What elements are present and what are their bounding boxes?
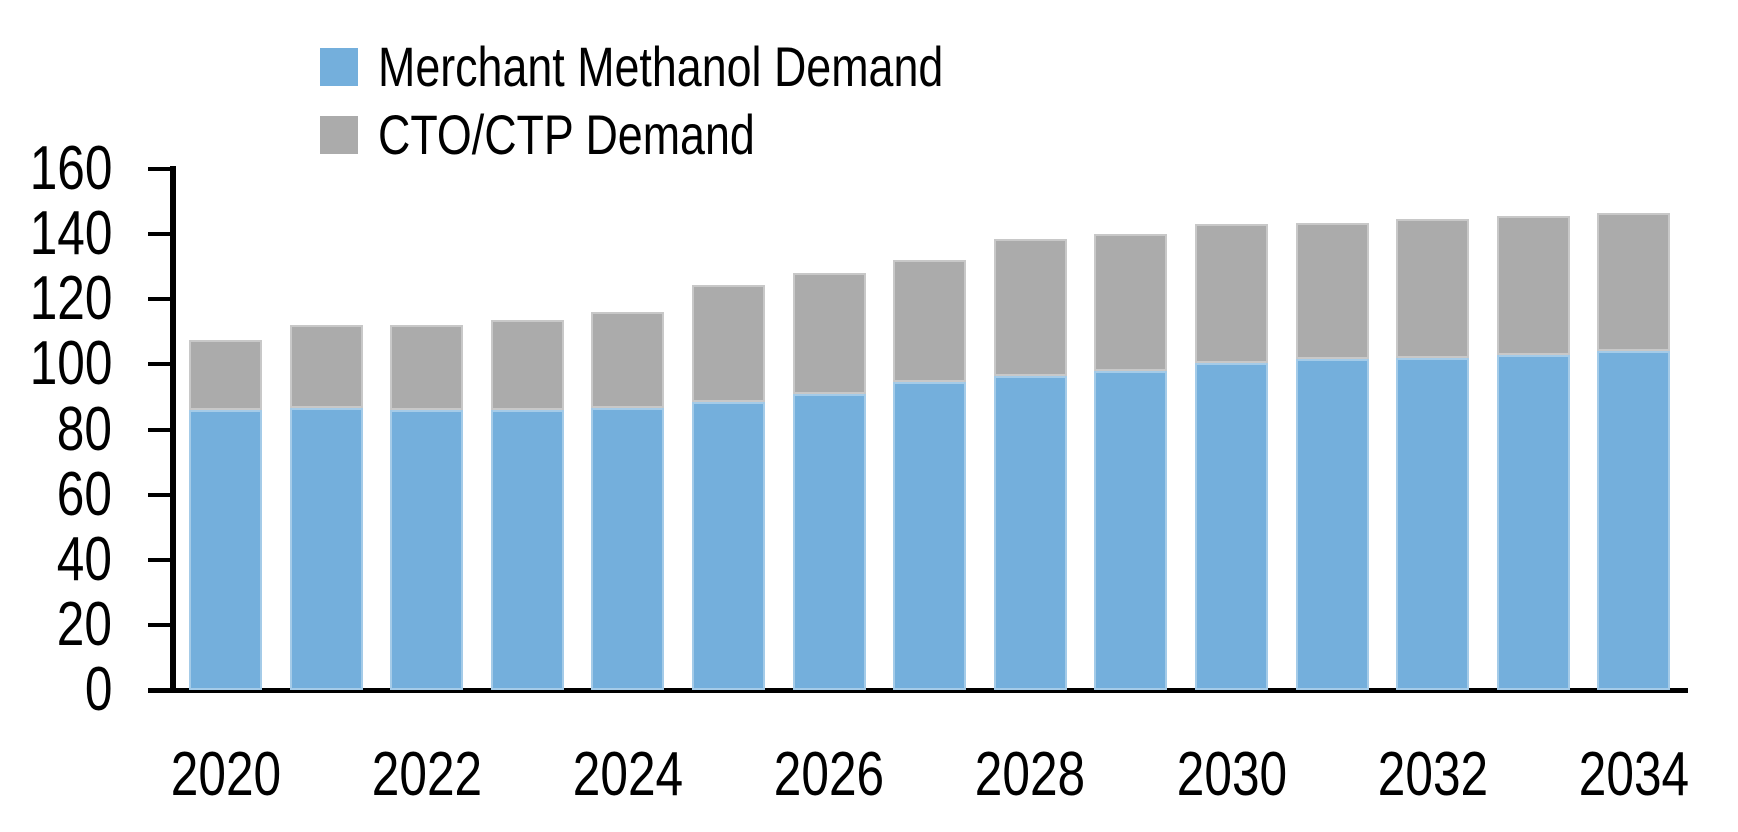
bar-2020-cto-ctp — [189, 339, 262, 410]
legend-label-merchant: Merchant Methanol Demand — [378, 35, 944, 98]
y-axis-tick-100 — [148, 362, 170, 367]
x-axis-label-2024: 2024 — [572, 740, 684, 809]
y-axis-tick-140 — [148, 232, 170, 237]
legend-item-cto-ctp: CTO/CTP Demand — [320, 102, 1085, 168]
bar-2034-merchant-methanol — [1597, 351, 1671, 690]
bar-2024-merchant-methanol — [591, 408, 665, 690]
y-axis-label-160: 160 — [29, 134, 112, 203]
bar-2025-merchant-methanol — [692, 401, 765, 690]
y-axis-tick-60 — [148, 492, 170, 497]
y-axis-tick-20 — [148, 622, 170, 627]
x-axis-label-2022: 2022 — [371, 740, 482, 809]
bar-2032-cto-ctp — [1396, 219, 1470, 358]
legend-label-cto: CTO/CTP Demand — [378, 103, 755, 166]
bar-2021-cto-ctp — [289, 325, 363, 409]
x-axis-line — [148, 688, 1688, 693]
legend-swatch-merchant-icon — [320, 48, 358, 86]
legend-item-merchant-methanol: Merchant Methanol Demand — [320, 34, 1085, 100]
x-axis-label-2030: 2030 — [1176, 740, 1287, 809]
bar-2029-merchant-methanol — [1094, 370, 1168, 690]
bar-2026-merchant-methanol — [792, 393, 866, 690]
x-axis-label-2028: 2028 — [975, 740, 1086, 809]
bar-2030-merchant-methanol — [1195, 362, 1268, 690]
x-axis-label-2026: 2026 — [773, 740, 885, 809]
bar-2026-cto-ctp — [792, 273, 866, 394]
y-axis-tick-120 — [148, 297, 170, 302]
y-axis-tick-40 — [148, 557, 170, 562]
bar-2032-merchant-methanol — [1396, 357, 1470, 690]
bar-2033-cto-ctp — [1496, 216, 1570, 355]
x-axis-label-2032: 2032 — [1377, 740, 1488, 809]
bar-2020-merchant-methanol — [189, 409, 262, 690]
y-axis-label-40: 40 — [56, 524, 112, 594]
bar-2022-merchant-methanol — [390, 409, 464, 690]
y-axis-line — [170, 166, 176, 693]
bar-2029-cto-ctp — [1094, 234, 1168, 371]
bar-2022-cto-ctp — [390, 325, 464, 410]
y-axis-tick-160 — [148, 167, 170, 171]
y-axis-label-0: 0 — [84, 655, 112, 724]
y-axis-label-60: 60 — [56, 459, 112, 529]
y-axis-label-80: 80 — [56, 394, 112, 464]
bar-2028-merchant-methanol — [993, 375, 1067, 690]
y-axis-label-120: 120 — [29, 264, 112, 334]
bar-2031-cto-ctp — [1295, 222, 1369, 360]
y-axis-tick-0 — [148, 688, 170, 692]
legend-swatch-cto-icon — [320, 116, 358, 154]
bar-2028-cto-ctp — [993, 239, 1067, 376]
y-axis-label-140: 140 — [29, 199, 112, 269]
bar-2030-cto-ctp — [1195, 224, 1268, 363]
x-axis-label-2034: 2034 — [1578, 740, 1690, 809]
bar-2034-cto-ctp — [1597, 212, 1671, 352]
bar-2024-cto-ctp — [591, 312, 665, 409]
bar-2031-merchant-methanol — [1295, 359, 1369, 690]
bar-2027-cto-ctp — [893, 260, 967, 383]
y-axis-tick-80 — [148, 427, 170, 432]
bar-2023-merchant-methanol — [490, 409, 564, 690]
bar-2025-cto-ctp — [692, 284, 765, 402]
bar-2033-merchant-methanol — [1496, 354, 1570, 690]
legend: Merchant Methanol Demand CTO/CTP Demand — [320, 34, 1085, 170]
x-axis-label-2020: 2020 — [170, 740, 281, 809]
bar-2021-merchant-methanol — [289, 408, 363, 690]
bar-2023-cto-ctp — [490, 320, 564, 410]
bar-2027-merchant-methanol — [893, 382, 967, 690]
y-axis-label-100: 100 — [29, 329, 112, 399]
y-axis-label-20: 20 — [56, 589, 112, 659]
